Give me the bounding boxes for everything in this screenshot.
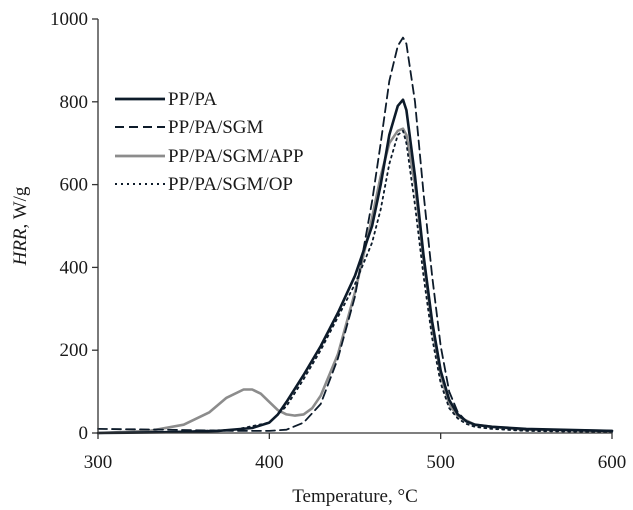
legend-label: PP/PA/SGM/OP [168,174,293,195]
x-tick-label: 400 [255,452,284,473]
x-tick-label: 300 [84,452,113,473]
series-line-pp-pa-sgm [97,36,613,432]
legend-label: PP/PA/SGM/APP [168,146,304,167]
y-tick-label: 0 [79,423,89,444]
y-axis-title-unit: , W/g [10,186,31,228]
legend-label: PP/PA/SGM [168,117,264,138]
axes: 0 200 400 600 800 1000 300 400 500 600 Temperature… [10,9,626,507]
legend: PP/PA PP/PA/SGM PP/PA/SGM/APP PP/PA/SGM/OP [115,89,304,195]
legend-label: PP/PA [168,89,217,110]
y-axis-title: HRR, W/g [10,186,31,266]
y-axis-title-italic: HRR [10,228,31,266]
y-tick-label: 800 [60,92,89,113]
plot-area [96,36,614,435]
x-axis-title: Temperature, °C [292,486,418,507]
x-tick-label: 600 [598,452,627,473]
y-tick-label: 1000 [50,9,88,30]
y-tick-label: 400 [60,257,89,278]
x-tick-label: 500 [426,452,455,473]
y-tick-label: 600 [60,175,89,196]
y-tick-label: 200 [60,340,89,361]
